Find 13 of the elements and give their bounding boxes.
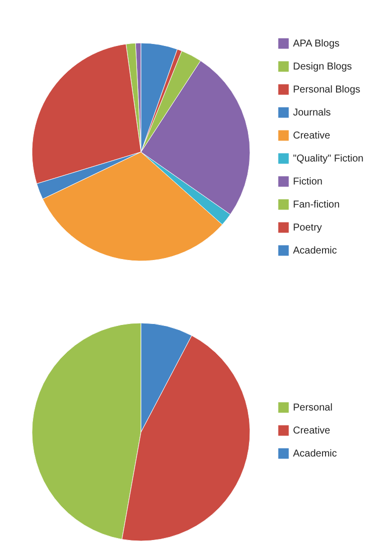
legend-label: Design Blogs (293, 62, 352, 72)
legend-label: Fan-fiction (293, 200, 340, 210)
legend-label: Academic (293, 448, 337, 460)
legend-label: Personal Blogs (293, 84, 360, 96)
legend-label: APA Blogs (293, 38, 340, 50)
legend-label: Personal (293, 402, 332, 414)
legend-label: Academic (293, 246, 337, 256)
legend-label: Fiction (293, 176, 322, 188)
legend-label: "Quality" Fiction (293, 154, 364, 164)
legend-label: Creative (293, 130, 331, 142)
legend-label: Journals (293, 108, 331, 118)
legend-label: Creative (293, 426, 331, 436)
legend-label: Poetry (293, 222, 322, 234)
